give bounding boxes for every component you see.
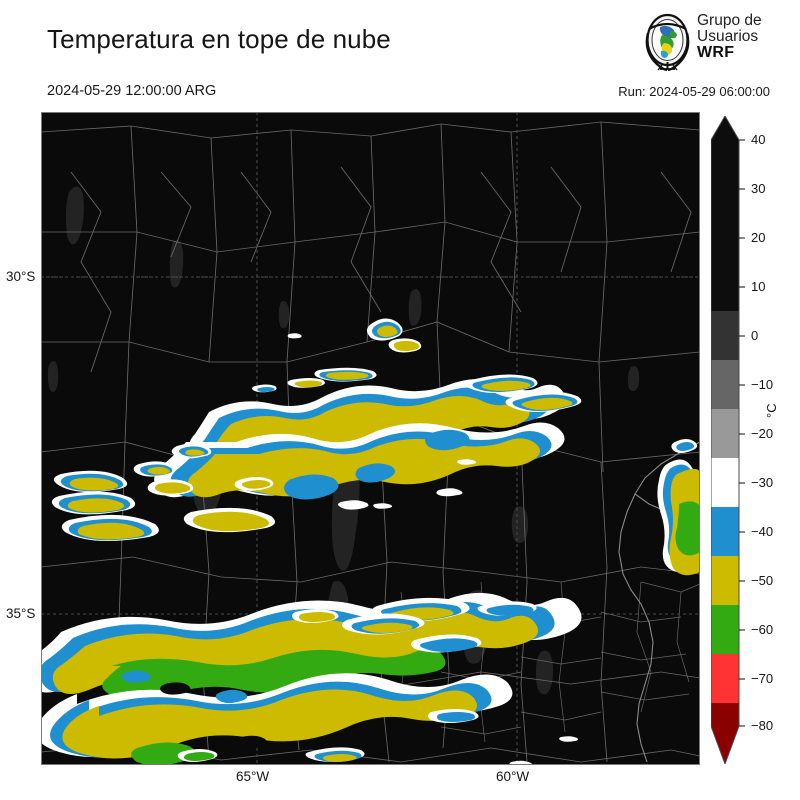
cloud-cell <box>287 378 325 388</box>
y-tick-35s: 35°S <box>6 606 36 621</box>
cb-tick-m30: −30 <box>751 475 774 490</box>
cloud-cell <box>53 470 128 493</box>
cb-tick-m70: −70 <box>751 671 774 686</box>
cloud-cell <box>388 338 422 353</box>
band-m60-m50 <box>711 605 739 654</box>
colorbar-unit-label: °C <box>764 403 779 418</box>
band-below-m70 <box>711 703 739 726</box>
band-m20-m10 <box>711 409 739 458</box>
map-plot-area <box>41 112 700 765</box>
valid-time-label: 2024-05-29 12:00:00 ARG <box>47 83 217 99</box>
cloud-cell <box>251 384 277 393</box>
page-title: Temperatura en tope de nube <box>47 24 391 54</box>
band-m70-m60 <box>711 654 739 703</box>
cloud-cell <box>177 749 218 762</box>
cloud-cell <box>133 461 176 477</box>
wrf-user-group-logo: Grupo de Usuarios WRF <box>640 13 792 73</box>
x-tick-65w: 65°W <box>236 769 270 784</box>
cloud-cell <box>171 443 212 459</box>
south-cloud-complex <box>41 592 582 765</box>
colorbar-ticks <box>739 139 745 727</box>
cloud-cell <box>183 507 275 533</box>
band-m30-m20 <box>711 458 739 507</box>
cb-tick-0: 0 <box>751 328 759 343</box>
cloud-cell <box>234 477 274 491</box>
band-m50-m40 <box>711 556 739 605</box>
logo-line-1: Grupo de <box>697 12 762 29</box>
map-canvas <box>41 112 700 765</box>
map-border <box>41 112 700 765</box>
cloud-cell <box>428 709 479 723</box>
cloud-cell <box>477 601 537 616</box>
colorbar-extend-top <box>711 116 739 140</box>
cb-tick-m40: −40 <box>751 524 774 539</box>
cb-tick-m50: −50 <box>751 573 774 588</box>
band-above-10 <box>711 140 739 311</box>
scattered-small-cells <box>287 333 477 510</box>
cloud-cell <box>411 634 482 653</box>
cloud-cell <box>292 609 339 623</box>
colorbar: 40 30 20 10 0 −10 −20 −30 −40 −50 −60 −7… <box>711 116 773 764</box>
cloud-cell <box>147 479 194 496</box>
logo-text-block: Grupo de Usuarios WRF <box>697 13 792 71</box>
cb-tick-m10: −10 <box>751 377 774 392</box>
cb-tick-m80: −80 <box>751 718 774 733</box>
cb-tick-m60: −60 <box>751 622 774 637</box>
y-tick-30s: 30°S <box>6 269 36 284</box>
cloud-cell <box>671 439 698 453</box>
east-coast-cloud-mass <box>657 439 700 576</box>
cloud-cell <box>305 747 365 762</box>
cloud-cell <box>505 391 582 412</box>
band-0-10 <box>711 311 739 360</box>
cloud-cell <box>367 318 403 341</box>
colorbar-extend-bottom <box>711 726 739 764</box>
cb-tick-10: 10 <box>751 279 766 294</box>
logo-line-3: WRF <box>697 43 735 61</box>
band-m40-m30 <box>711 507 739 556</box>
southeast-cloud-streaks <box>292 597 537 653</box>
cb-tick-40: 40 <box>751 132 766 147</box>
cloud-cell <box>314 367 377 382</box>
western-cloud-fingers <box>51 443 275 541</box>
cloud-cell <box>465 374 538 393</box>
cb-tick-20: 20 <box>751 230 766 245</box>
lower-scattered-cells <box>177 709 579 765</box>
cloud-cell <box>342 613 425 635</box>
cb-tick-m20: −20 <box>751 426 774 441</box>
colorbar-swatches <box>711 116 745 764</box>
cloud-cell <box>51 491 136 515</box>
cloud-cell <box>61 514 159 541</box>
band-m10-0 <box>711 360 739 409</box>
model-run-label: Run: 2024-05-29 06:00:00 <box>618 84 770 99</box>
cb-tick-30: 30 <box>751 181 766 196</box>
globe-emblem-icon <box>640 13 695 72</box>
logo-line-2: Usuarios <box>697 27 759 45</box>
x-tick-60w: 60°W <box>496 769 530 784</box>
